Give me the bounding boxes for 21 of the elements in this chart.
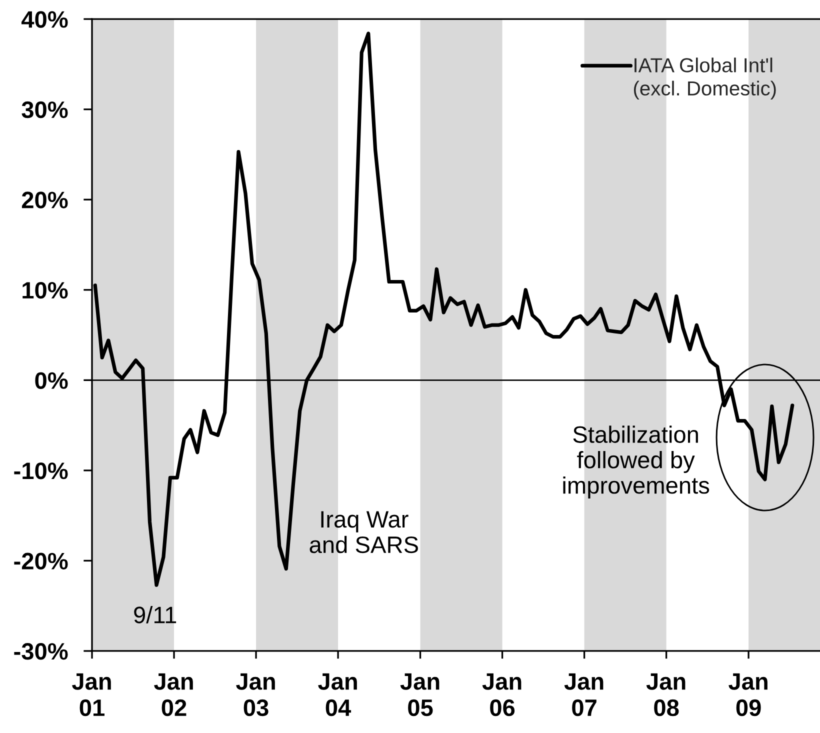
y-tick-label: 30% xyxy=(22,101,68,118)
x-tick-label: Jan 09 xyxy=(728,673,768,716)
y-tick-label: 0% xyxy=(35,372,68,389)
legend-label: IATA Global Int'l (excl. Domestic) xyxy=(634,58,776,100)
annotation: Iraq War and SARS xyxy=(310,511,418,554)
x-tick-label: Jan 02 xyxy=(154,673,193,716)
x-tick-label: Jan 03 xyxy=(236,673,275,716)
y-tick-label: -10% xyxy=(14,462,68,480)
x-tick-label: Jan 04 xyxy=(318,673,357,716)
annotation: Stabilization followed by improvements xyxy=(563,426,710,498)
y-tick-label: -30% xyxy=(14,643,68,660)
x-tick-label: Jan 08 xyxy=(646,673,686,716)
annotation: 9/11 xyxy=(134,606,176,624)
x-tick-label: Jan 05 xyxy=(400,673,440,716)
y-tick-label: -20% xyxy=(14,552,68,570)
x-tick-label: Jan 07 xyxy=(564,673,604,716)
y-tick-label: 10% xyxy=(22,282,68,299)
y-tick-label: 20% xyxy=(22,192,68,208)
x-tick-label: Jan 06 xyxy=(482,673,522,716)
y-tick-label: 40% xyxy=(21,11,68,28)
x-tick-label: Jan 01 xyxy=(72,673,111,716)
